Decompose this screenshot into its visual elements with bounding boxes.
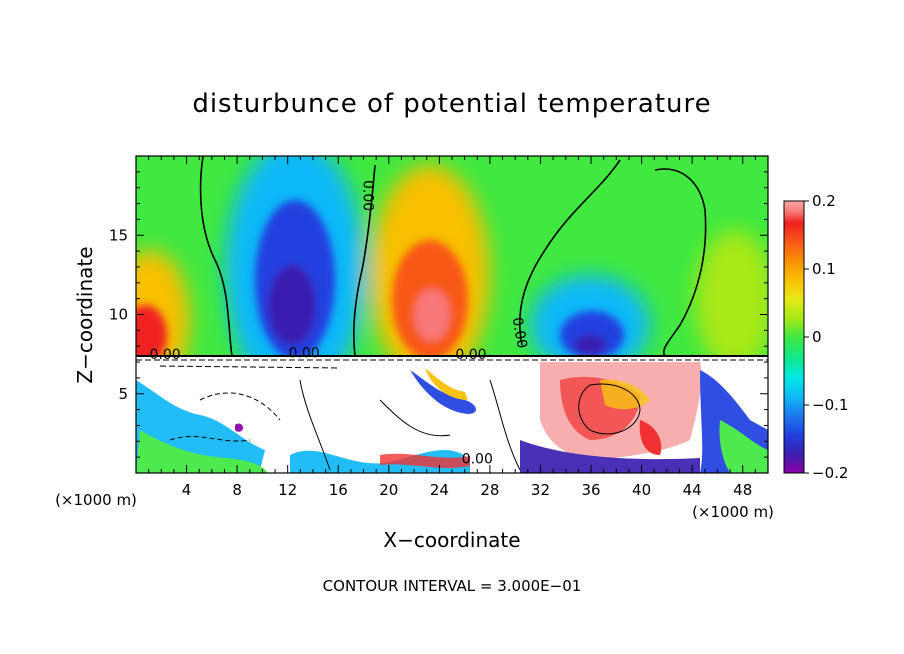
colorbar-tick-label-4: −0.2 [812,464,848,482]
x-unit-label-right: (×1000 m) [692,503,774,521]
y-tick-label-15: 15 [109,226,128,244]
weak-warm-east [695,230,768,370]
x-axis-label: X−coordinate [383,528,520,552]
contour-label-2: 0.00 [149,347,180,363]
x-tick-label-48: 48 [733,481,752,499]
contour-interval-note: CONTOUR INTERVAL = 3.000E−01 [323,577,582,595]
x-unit-label-left: (×1000 m) [55,491,137,509]
warm-center-24km [414,289,450,341]
x-tick-label-12: 12 [278,481,297,499]
zero-contour-east-a [519,159,621,346]
y-axis: 5 10 15 [109,171,768,458]
colorbar-scale [783,200,805,474]
field-plot [136,156,768,473]
x-tick-label-4: 4 [182,481,192,499]
cold-center-36km [574,335,606,355]
lower-layer-field [136,356,768,473]
colorbar-tick-label-1: 0.1 [812,260,836,278]
chart-title: disturbunce of potential temperature [192,89,711,119]
x-tick-label-16: 16 [329,481,348,499]
y-tick-label-5: 5 [118,385,128,403]
zero-contour-east-b [654,168,707,357]
colorbar-ticks: 0.2 0.1 0 −0.1 −0.2 [804,192,848,482]
x-tick-label-32: 32 [531,481,550,499]
x-tick-label-40: 40 [632,481,651,499]
contour-label-4: 0.00 [455,347,486,363]
x-tick-label-44: 44 [683,481,702,499]
x-tick-label-8: 8 [232,481,242,499]
x-tick-label-28: 28 [480,481,499,499]
zero-contour-west [199,156,233,357]
warm-core-west [136,305,167,365]
colorbar-tick-label-2: 0 [812,328,822,346]
cold-center-12km [268,265,316,345]
contour-labels: 0.00 0.00 0.00 0.00 0.00 0.00 [149,180,529,467]
y-tick-label-10: 10 [109,306,128,324]
contour-lines [136,156,768,471]
contour-label-0: 0.00 [360,180,376,211]
x-tick-label-24: 24 [430,481,449,499]
colorbar-tick-label-3: −0.1 [812,396,848,414]
colorbar-tick-label-0: 0.2 [812,192,836,210]
contour-label-3: 0.00 [289,345,320,361]
y-axis-label: Z−coordinate [73,246,97,383]
contour-label-5: 0.00 [462,451,493,467]
x-tick-label-36: 36 [581,481,600,499]
colorbar: 0.2 0.1 0 −0.1 −0.2 [783,192,848,482]
upper-layer-field [136,156,768,400]
contour-label-1: 0.00 [509,316,530,349]
x-axis: 4 8 12 16 20 24 28 32 36 40 44 48 [148,156,756,499]
zero-contour-central [353,164,376,357]
x-tick-label-20: 20 [379,481,398,499]
